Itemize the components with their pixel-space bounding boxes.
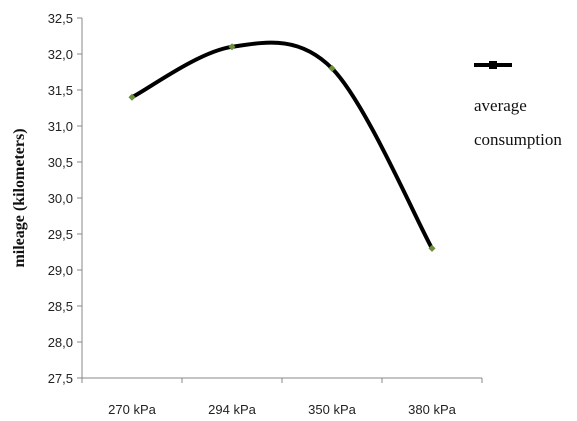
y-tick-label: 32,5 xyxy=(48,11,73,26)
data-point-2 xyxy=(328,64,336,72)
y-tick-label: 29,5 xyxy=(48,227,73,242)
y-tick-label: 31,0 xyxy=(48,119,73,134)
y-axis-ticks: 27,5 28,0 28,5 29,0 29,5 30,0 30,5 31,0 31,5 32,0… xyxy=(48,11,82,386)
legend-label-line-2: consumption xyxy=(474,130,562,149)
legend-label-line-1: average xyxy=(474,96,527,115)
x-tick-label: 294 kPa xyxy=(208,402,256,417)
series-line-0 xyxy=(130,40,434,251)
y-tick-label: 27,5 xyxy=(48,371,73,386)
legend: average consumption xyxy=(474,61,562,149)
y-tick-label: 31,5 xyxy=(48,83,73,98)
series-group xyxy=(128,40,436,252)
data-point-3 xyxy=(428,244,436,252)
data-point-0 xyxy=(128,93,136,101)
x-tick-label: 380 kPa xyxy=(408,402,456,417)
x-tick-label: 350 kPa xyxy=(308,402,356,417)
y-tick-label: 30,5 xyxy=(48,155,73,170)
y-tick-label: 32,0 xyxy=(48,47,73,62)
x-tick-label: 270 kPa xyxy=(108,402,156,417)
y-tick-label: 28,0 xyxy=(48,335,73,350)
x-axis-ticks: 270 kPa 294 kPa 350 kPa 380 kPa xyxy=(81,378,483,417)
y-tick-label: 30,0 xyxy=(48,191,73,206)
legend-marker xyxy=(489,61,497,69)
y-axis-title: mileage (kilometers) xyxy=(11,128,28,267)
y-tick-label: 29,0 xyxy=(48,263,73,278)
y-tick-label: 28,5 xyxy=(48,299,73,314)
data-point-1 xyxy=(228,43,236,51)
